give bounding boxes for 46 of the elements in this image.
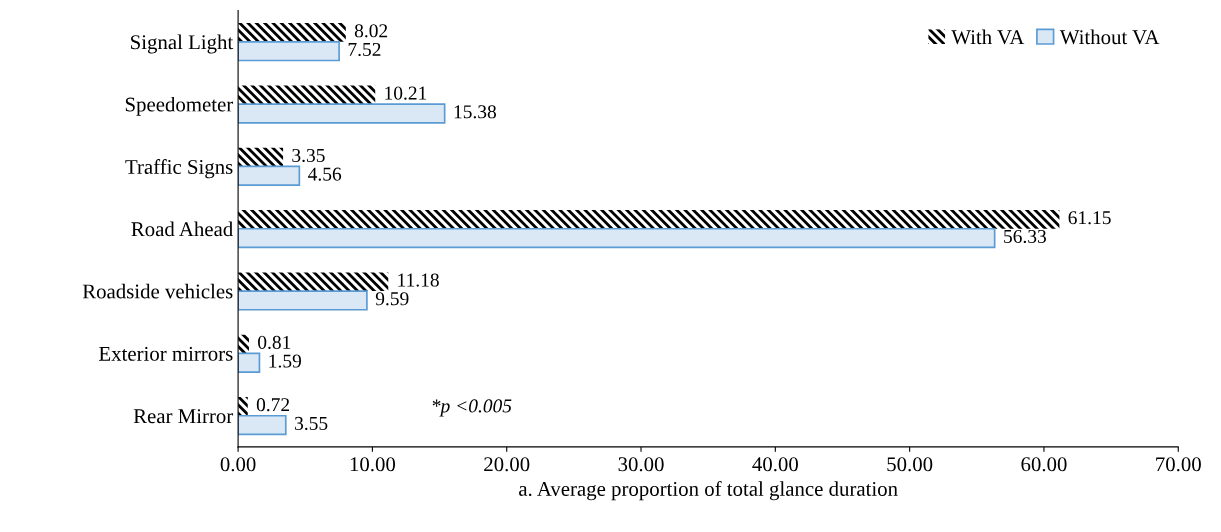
bar xyxy=(238,227,996,249)
bar xyxy=(238,103,446,124)
annotation: *p <0.005 xyxy=(432,399,512,417)
data-label: 8.02 xyxy=(354,24,388,38)
x-tick-label: 20.00 xyxy=(484,457,530,472)
data-label: 15.38 xyxy=(454,105,497,119)
y-tick-label: Roadside vehicles xyxy=(82,283,233,299)
bar xyxy=(238,85,376,105)
x-tick-label: 70.00 xyxy=(1156,457,1201,472)
x-axis-title: a. Average proportion of total glance duration xyxy=(519,481,898,501)
x-tick-label: 50.00 xyxy=(887,457,933,472)
bar xyxy=(238,165,301,186)
x-tick-label: 40.00 xyxy=(752,457,798,472)
data-label: 11.18 xyxy=(398,273,439,287)
bar xyxy=(238,147,284,167)
x-tick-label: 60.00 xyxy=(1021,457,1067,472)
data-label: 0.72 xyxy=(256,398,290,412)
data-label: 61.15 xyxy=(1068,211,1111,225)
bar xyxy=(238,272,389,292)
bar xyxy=(238,414,287,436)
y-tick-label: Traffic Signs xyxy=(125,159,233,179)
x-tick-label: 0.00 xyxy=(220,457,256,472)
data-label: 4.56 xyxy=(308,167,342,181)
y-tick-label: Exterior mirrors xyxy=(99,346,233,361)
x-tick-label: 30.00 xyxy=(618,457,664,472)
y-tick-label: Signal Light xyxy=(131,34,234,54)
legend-label: Without VA xyxy=(1059,29,1160,45)
data-label: 3.55 xyxy=(295,416,328,431)
data-label: 1.59 xyxy=(269,354,302,368)
bar xyxy=(238,352,261,373)
bar xyxy=(238,23,346,42)
data-label: 9.59 xyxy=(375,292,409,306)
bar xyxy=(238,40,340,62)
y-tick-label: Road Ahead xyxy=(131,221,233,237)
data-label: 7.52 xyxy=(348,42,381,57)
data-label: 0.81 xyxy=(258,335,291,349)
data-label: 10.21 xyxy=(385,86,427,100)
data-label: 3.35 xyxy=(292,148,325,163)
bar xyxy=(238,397,248,416)
y-tick-label: Rear Mirror xyxy=(133,409,234,424)
y-tick-label: Speedometer xyxy=(125,96,234,116)
bar xyxy=(238,290,368,311)
data-label: 56.33 xyxy=(1004,229,1046,244)
legend-label: With VA xyxy=(951,29,1025,45)
x-tick-label: 10.00 xyxy=(350,457,396,472)
bar xyxy=(238,210,1060,229)
